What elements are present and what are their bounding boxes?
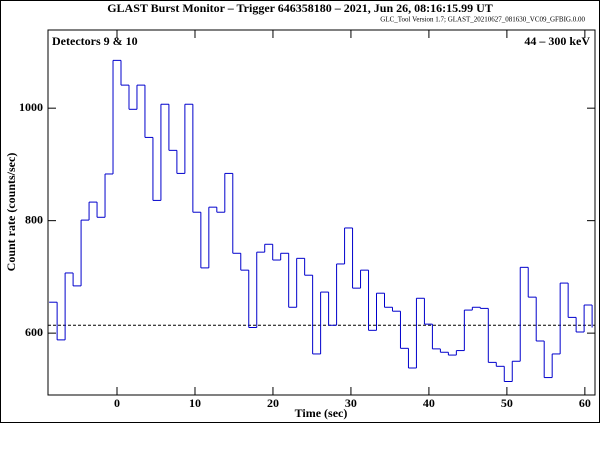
y-tick-label: 800 <box>25 212 43 226</box>
chart-title: GLAST Burst Monitor – Trigger 646358180 … <box>107 1 493 15</box>
y-axis-label: Count rate (counts/sec) <box>4 153 18 272</box>
annotation: 44 – 300 keV <box>524 34 590 48</box>
x-tick-label: 10 <box>189 396 201 410</box>
x-tick-label: 30 <box>345 396 357 410</box>
annotation: Detectors 9 & 10 <box>52 34 138 48</box>
subtitle: GLC_Tool Version 1.7; GLAST_20210627_081… <box>380 16 585 24</box>
y-tick-label: 1000 <box>19 100 43 114</box>
x-tick-label: 50 <box>501 396 513 410</box>
x-axis-label: Time (sec) <box>295 406 348 420</box>
x-tick-label: 20 <box>267 396 279 410</box>
x-tick-label: 0 <box>114 396 120 410</box>
x-tick-label: 40 <box>423 396 435 410</box>
frame <box>0 0 600 423</box>
plot-box <box>47 29 596 396</box>
y-tick-label: 600 <box>25 325 43 339</box>
x-tick-label: 60 <box>579 396 591 410</box>
